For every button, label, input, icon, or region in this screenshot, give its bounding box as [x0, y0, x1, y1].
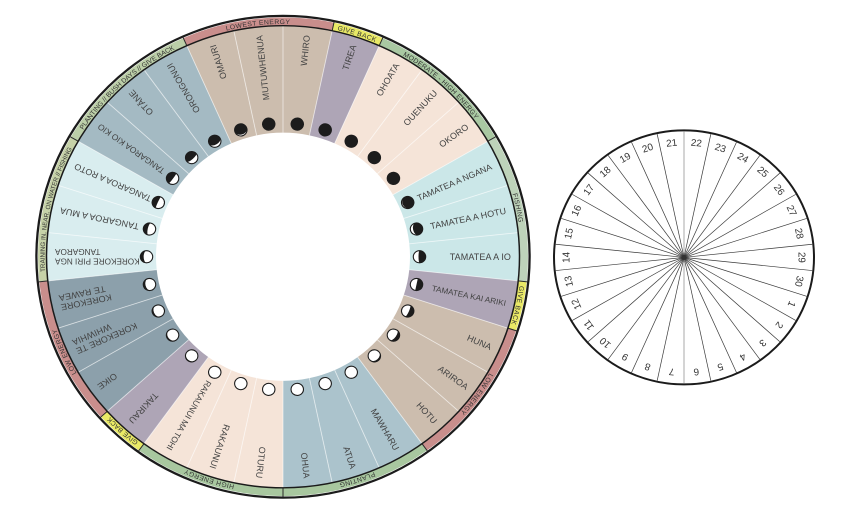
svg-text:9: 9: [620, 350, 631, 362]
svg-text:21: 21: [666, 138, 679, 150]
svg-text:5: 5: [715, 360, 724, 372]
svg-text:3: 3: [756, 337, 768, 349]
svg-text:27: 27: [784, 204, 799, 218]
svg-text:TANGAROA: TANGAROA: [54, 247, 100, 256]
svg-text:OTURU: OTURU: [254, 446, 267, 479]
svg-text:23: 23: [713, 142, 727, 156]
svg-text:8: 8: [643, 360, 652, 372]
svg-text:2: 2: [773, 319, 785, 330]
svg-text:WHIRO: WHIRO: [299, 35, 312, 67]
svg-text:22: 22: [690, 138, 702, 150]
svg-text:29: 29: [795, 252, 806, 263]
svg-text:15: 15: [563, 227, 576, 240]
svg-text:7: 7: [668, 365, 675, 376]
svg-text:30: 30: [792, 275, 805, 288]
svg-text:OHUA: OHUA: [299, 452, 312, 479]
svg-text:20: 20: [641, 142, 655, 156]
svg-text:6: 6: [692, 365, 699, 376]
svg-text:17: 17: [582, 183, 598, 198]
svg-text:4: 4: [737, 350, 748, 362]
svg-text:12: 12: [570, 297, 585, 311]
svg-text:KOREKORE PIRI NGA: KOREKORE PIRI NGA: [54, 256, 139, 265]
svg-text:1: 1: [784, 299, 797, 309]
svg-text:TAMATEA A IO: TAMATEA A IO: [450, 252, 511, 262]
svg-text:13: 13: [563, 274, 576, 287]
svg-text:14: 14: [561, 251, 572, 262]
svg-text:28: 28: [792, 227, 805, 240]
svg-text:16: 16: [570, 203, 585, 218]
